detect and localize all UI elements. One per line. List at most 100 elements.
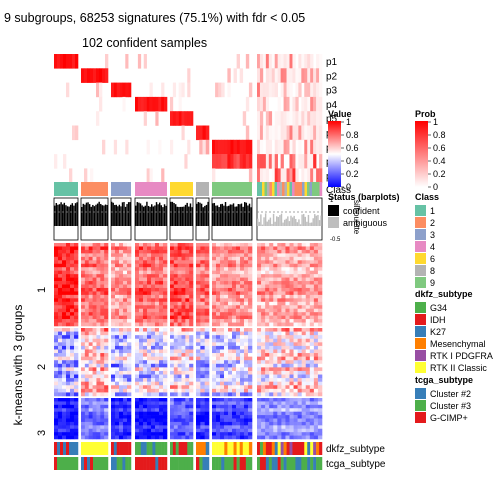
heatmap-cell xyxy=(147,243,152,247)
tcga-cell xyxy=(69,457,73,470)
heatmap-cell xyxy=(196,243,201,247)
heatmap-cell xyxy=(273,249,278,254)
heatmap-cell xyxy=(317,370,323,375)
heatmap-cell xyxy=(92,353,97,357)
silhouette-bar xyxy=(157,204,159,226)
prob-cell xyxy=(307,168,311,183)
heatmap-cell xyxy=(277,381,282,386)
heatmap-cell xyxy=(265,378,270,382)
heatmap-cell xyxy=(151,367,156,372)
heatmap-cell xyxy=(285,260,290,265)
heatmap-cell xyxy=(96,363,101,368)
heatmap-cell xyxy=(257,331,262,336)
heatmap-cell xyxy=(220,401,225,406)
heatmap-cell xyxy=(147,378,152,382)
heatmap-cell xyxy=(159,381,164,386)
heatmap-cell xyxy=(185,425,190,430)
heatmap-cell xyxy=(224,408,229,412)
heatmap-cell xyxy=(119,408,124,412)
heatmap-cell xyxy=(104,435,109,440)
heatmap-cell xyxy=(66,411,71,416)
heatmap-cell xyxy=(269,328,274,332)
heatmap-cell xyxy=(317,253,323,258)
heatmap-cell xyxy=(204,356,210,361)
heatmap-cell xyxy=(212,367,217,372)
heatmap-cell xyxy=(281,267,286,271)
heatmap-cell xyxy=(74,243,79,247)
heatmap-cell xyxy=(196,392,201,397)
heatmap-cell xyxy=(277,301,282,306)
heatmap-cell xyxy=(232,428,237,433)
heatmap-cell xyxy=(313,349,319,354)
heatmap-cell xyxy=(293,415,298,419)
heatmap-cell xyxy=(309,353,315,357)
prob-cell xyxy=(242,111,247,126)
prob-cell xyxy=(295,154,299,169)
heatmap-cell xyxy=(54,374,59,379)
heatmap-cell xyxy=(212,363,217,368)
heatmap-cell xyxy=(111,378,116,382)
heatmap-cell xyxy=(301,432,307,436)
heatmap-cell xyxy=(100,349,105,354)
heatmap-cell xyxy=(135,284,140,289)
heatmap-cell xyxy=(170,398,175,402)
heatmap-cell xyxy=(104,249,109,254)
heatmap-cell xyxy=(309,249,315,254)
heatmap-cell xyxy=(96,246,101,251)
silhouette-bar xyxy=(152,206,155,226)
heatmap-cell xyxy=(244,256,249,261)
heatmap-cell xyxy=(248,274,253,278)
heatmap-cell xyxy=(104,315,109,320)
heatmap-cell xyxy=(74,428,79,433)
heatmap-cell xyxy=(196,401,201,406)
heatmap-cell xyxy=(240,291,245,296)
heatmap-cell xyxy=(313,291,319,296)
tcga-cell xyxy=(307,457,311,470)
heatmap-cell xyxy=(62,360,67,365)
heatmap-cell xyxy=(281,294,286,299)
heatmap-cell xyxy=(313,425,319,430)
heatmap-cell xyxy=(196,294,201,299)
heatmap-cell xyxy=(143,260,148,265)
heatmap-cell xyxy=(62,353,67,357)
heatmap-cell xyxy=(100,246,105,251)
heatmap-cell xyxy=(151,349,156,354)
heatmap-cell xyxy=(265,253,270,258)
silhouette-bar xyxy=(224,202,227,226)
heatmap-cell xyxy=(297,315,302,320)
prob-cell xyxy=(298,111,302,126)
heatmap-cell xyxy=(177,388,182,393)
heatmap-cell xyxy=(240,301,245,306)
class-cell-2 xyxy=(81,182,108,196)
heatmap-cell xyxy=(212,356,217,361)
heatmap-cell xyxy=(273,267,278,271)
heatmap-cell xyxy=(277,246,282,251)
heatmap-cell xyxy=(273,432,278,436)
heatmap-cell xyxy=(111,263,116,268)
heatmap-cell xyxy=(317,435,323,440)
heatmap-cell xyxy=(92,385,97,390)
heatmap-cell xyxy=(111,408,116,412)
heatmap-cell xyxy=(177,360,182,365)
dkfz-cell xyxy=(230,442,234,455)
heatmap-cell xyxy=(74,331,79,336)
heatmap-cell xyxy=(305,281,311,285)
heatmap-cell xyxy=(240,418,245,423)
silhouette-bar xyxy=(154,205,156,226)
heatmap-cell xyxy=(265,246,270,251)
heatmap-cell xyxy=(200,404,205,409)
tcga-cell xyxy=(271,457,275,470)
heatmap-cell xyxy=(185,415,190,419)
heatmap-cell xyxy=(170,345,175,350)
prob-cell xyxy=(298,82,302,98)
heatmap-cell xyxy=(293,263,298,268)
heatmap-cell xyxy=(163,260,168,265)
heatmap-cell xyxy=(196,367,201,372)
heatmap-cell xyxy=(248,270,253,275)
heatmap-cell xyxy=(177,274,182,278)
heatmap-cell xyxy=(170,335,175,340)
heatmap-cell xyxy=(100,277,105,282)
heatmap-cell xyxy=(200,398,205,402)
heatmap-cell xyxy=(200,331,205,336)
heatmap-cell xyxy=(293,435,298,440)
